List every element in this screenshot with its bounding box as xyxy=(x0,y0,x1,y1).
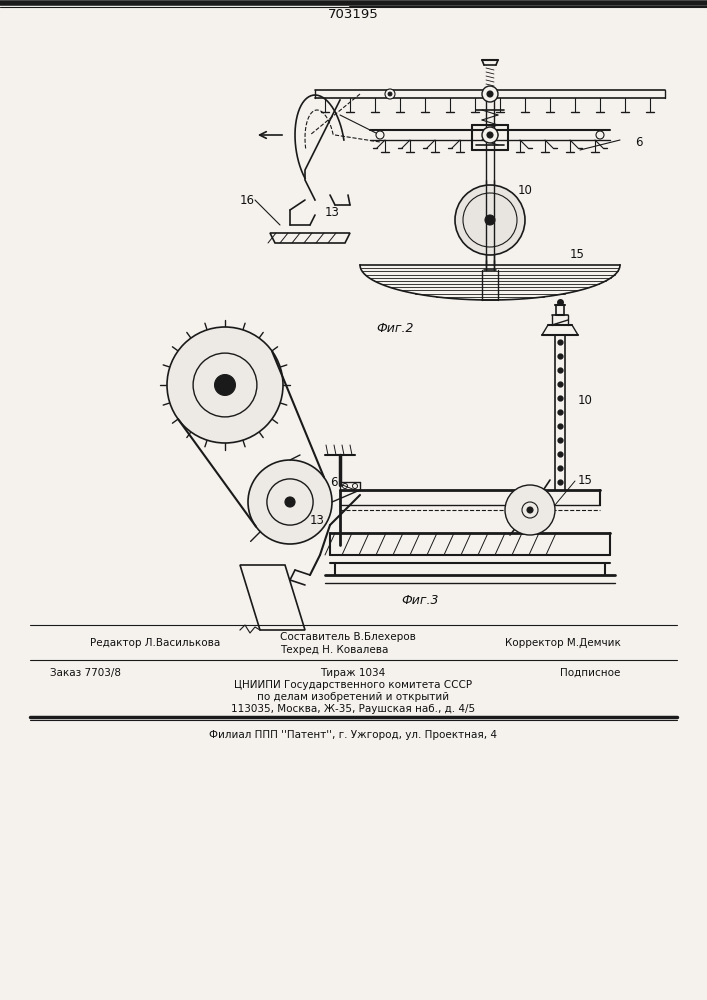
Circle shape xyxy=(385,89,395,99)
Text: 15: 15 xyxy=(570,248,585,261)
Text: Техред Н. Ковалева: Техред Н. Ковалева xyxy=(280,645,388,655)
Text: Корректор М.Демчик: Корректор М.Демчик xyxy=(505,638,621,648)
Text: Заказ 7703/8: Заказ 7703/8 xyxy=(50,668,121,678)
Text: 6: 6 xyxy=(330,476,337,488)
Circle shape xyxy=(388,92,392,96)
Text: 13: 13 xyxy=(310,514,325,526)
Text: по делам изобретений и открытий: по делам изобретений и открытий xyxy=(257,692,449,702)
Circle shape xyxy=(267,479,313,525)
Text: Фиг.2: Фиг.2 xyxy=(376,322,414,334)
Circle shape xyxy=(596,131,604,139)
Text: 13: 13 xyxy=(325,207,340,220)
Circle shape xyxy=(487,91,493,97)
Text: Фиг.3: Фиг.3 xyxy=(402,593,439,606)
Circle shape xyxy=(487,132,493,138)
Text: 113035, Москва, Ж-35, Раушская наб., д. 4/5: 113035, Москва, Ж-35, Раушская наб., д. … xyxy=(231,704,475,714)
Circle shape xyxy=(193,353,257,417)
Circle shape xyxy=(214,375,235,395)
Circle shape xyxy=(167,327,283,443)
Circle shape xyxy=(522,502,538,518)
Text: 16: 16 xyxy=(240,194,255,207)
Text: Тираж 1034: Тираж 1034 xyxy=(320,668,385,678)
Text: 6: 6 xyxy=(635,135,643,148)
Circle shape xyxy=(285,497,295,507)
Circle shape xyxy=(248,460,332,544)
Text: Составитель В.Блехеров: Составитель В.Блехеров xyxy=(280,632,416,642)
Text: 10: 10 xyxy=(578,393,593,406)
Circle shape xyxy=(455,185,525,255)
Circle shape xyxy=(482,86,498,102)
Text: 10: 10 xyxy=(518,184,533,196)
Text: Редактор Л.Василькова: Редактор Л.Василькова xyxy=(90,638,221,648)
Circle shape xyxy=(527,507,533,513)
Circle shape xyxy=(482,127,498,143)
Text: Филиал ППП ''Патент'', г. Ужгород, ул. Проектная, 4: Филиал ППП ''Патент'', г. Ужгород, ул. П… xyxy=(209,730,497,740)
Text: ЦНИИПИ Государственного комитета СССР: ЦНИИПИ Государственного комитета СССР xyxy=(234,680,472,690)
Circle shape xyxy=(485,215,495,225)
Circle shape xyxy=(505,485,555,535)
Text: Подписное: Подписное xyxy=(560,668,620,678)
Circle shape xyxy=(376,131,384,139)
Text: 703195: 703195 xyxy=(327,8,378,21)
Text: 15: 15 xyxy=(578,474,593,487)
